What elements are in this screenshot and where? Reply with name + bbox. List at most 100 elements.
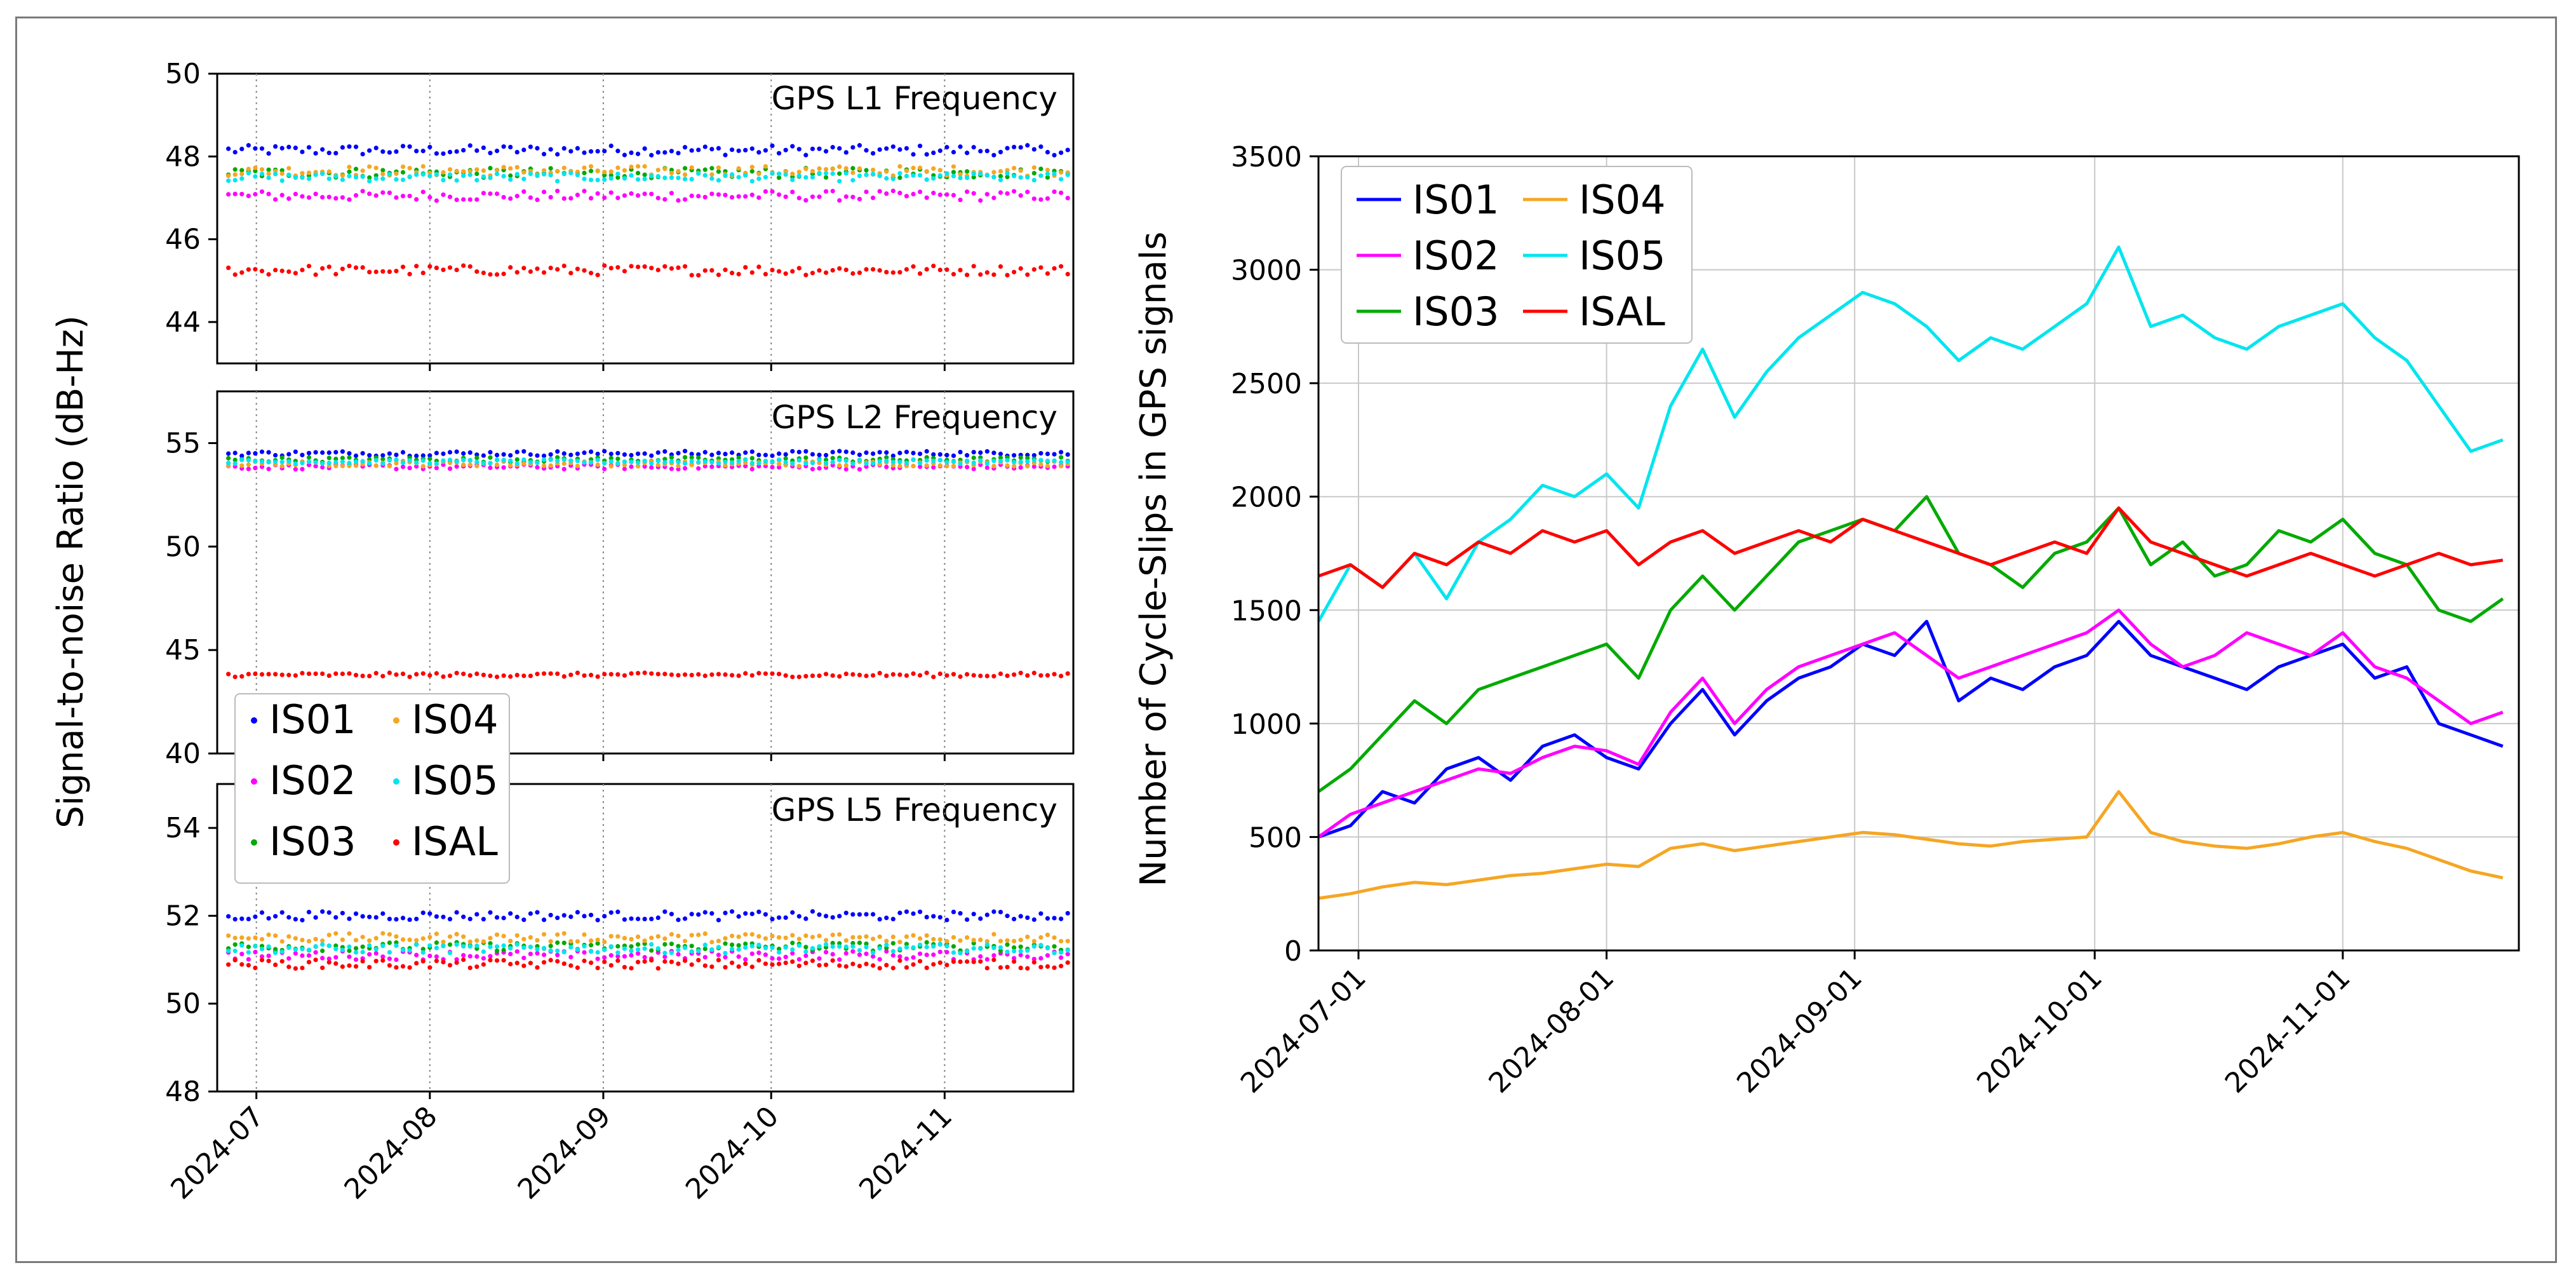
- snr-point-is01: [340, 145, 345, 150]
- snr-point-is03: [676, 943, 681, 949]
- snr-point-isal: [763, 271, 768, 277]
- snr-point-is04: [655, 934, 661, 939]
- cs-legend-label-is01: IS01: [1412, 177, 1499, 223]
- snr-point-is05: [629, 459, 634, 464]
- snr-point-is02: [481, 191, 486, 196]
- snr-point-isal: [790, 269, 795, 274]
- snr-point-is01: [582, 914, 587, 919]
- snr-point-isal: [461, 263, 466, 268]
- snr-point-isal: [911, 264, 916, 269]
- snr-point-is04: [837, 463, 842, 468]
- snr-point-is04: [300, 937, 305, 943]
- snr-point-isal: [259, 672, 265, 677]
- snr-point-is05: [796, 457, 802, 463]
- snr-point-is01: [595, 451, 600, 457]
- snr-point-is01: [944, 452, 949, 457]
- snr-point-is04: [521, 170, 527, 175]
- snr-point-isal: [441, 267, 446, 273]
- snr-point-is05: [696, 171, 701, 176]
- snr-point-isal: [561, 961, 567, 966]
- snr-point-is04: [843, 463, 849, 468]
- snr-point-is03: [508, 173, 513, 179]
- snr-point-is05: [548, 948, 553, 953]
- snr-point-is05: [320, 461, 325, 466]
- snr-point-is02: [971, 466, 976, 471]
- snr-point-is05: [911, 173, 916, 178]
- snr-point-is01: [622, 917, 627, 922]
- snr-point-is02: [958, 198, 963, 203]
- snr-point-isal: [266, 272, 271, 277]
- snr-point-is02: [461, 953, 466, 958]
- snr-point-isal: [1065, 671, 1070, 676]
- snr-point-is01: [1059, 450, 1064, 455]
- snr-point-isal: [823, 270, 829, 275]
- snr-point-isal: [306, 671, 312, 677]
- snr-point-isal: [1031, 960, 1036, 965]
- snr-point-is02: [266, 191, 271, 196]
- snr-point-is01: [676, 151, 681, 156]
- snr-point-is02: [508, 196, 513, 201]
- snr-point-is05: [286, 459, 292, 464]
- snr-point-is02: [602, 466, 607, 471]
- snr-point-is04: [743, 932, 748, 937]
- snr-point-is02: [702, 194, 708, 199]
- snr-point-isal: [407, 965, 412, 970]
- snr-point-is03: [555, 940, 560, 945]
- snr-point-is01: [434, 450, 439, 456]
- snr-point-is04: [1045, 932, 1050, 938]
- snr-point-isal: [971, 673, 976, 678]
- snr-point-is01: [830, 449, 835, 455]
- snr-point-is01: [978, 450, 983, 456]
- snr-point-is04: [1059, 464, 1064, 469]
- snr-point-is04: [373, 165, 379, 170]
- snr-point-is05: [911, 945, 916, 950]
- snr-point-isal: [353, 265, 359, 270]
- snr-point-is01: [494, 452, 500, 457]
- snr-point-isal: [340, 266, 345, 271]
- snr-point-is01: [890, 453, 896, 459]
- cs-plot-frame: [1317, 155, 2520, 952]
- snr-point-is01: [884, 450, 889, 455]
- snr-axis-title: Signal-to-noise Ratio (dB-Hz): [50, 315, 91, 828]
- snr-point-is03: [353, 946, 359, 951]
- snr-point-is04: [279, 171, 285, 176]
- snr-point-is05: [1059, 950, 1064, 955]
- snr-point-is05: [528, 944, 533, 950]
- snr-point-is01: [481, 145, 486, 151]
- snr-point-is01: [467, 450, 473, 455]
- snr-point-isal: [555, 671, 560, 677]
- snr-point-is05: [367, 179, 372, 184]
- snr-point-is04: [696, 932, 701, 938]
- snr-point-is05: [958, 950, 963, 956]
- snr-point-isal: [911, 671, 916, 676]
- snr-point-is02: [380, 190, 386, 195]
- snr-point-is01: [776, 151, 782, 156]
- snr-point-isal: [763, 961, 768, 966]
- snr-point-is01: [474, 148, 480, 153]
- snr-point-is05: [541, 457, 547, 463]
- snr-point-is01: [817, 146, 822, 151]
- snr-point-isal: [984, 673, 989, 679]
- snr-point-isal: [998, 264, 1003, 269]
- snr-point-is04: [320, 938, 325, 943]
- snr-point-is04: [548, 939, 553, 944]
- snr-point-is02: [1059, 190, 1064, 196]
- snr-point-isal: [293, 966, 298, 971]
- snr-point-isal: [965, 959, 970, 964]
- snr-point-is04: [823, 166, 829, 172]
- snr-point-isal: [400, 964, 406, 969]
- snr-point-is05: [622, 459, 627, 464]
- snr-point-is02: [501, 465, 506, 470]
- snr-point-is02: [978, 954, 983, 959]
- snr-point-is04: [474, 463, 480, 469]
- snr-point-is05: [279, 178, 285, 184]
- snr-point-isal: [246, 963, 251, 968]
- snr-point-is05: [776, 950, 782, 955]
- snr-point-is04: [736, 934, 741, 940]
- snr-point-is04: [776, 935, 782, 940]
- snr-point-is01: [615, 450, 621, 456]
- snr-point-is01: [998, 909, 1003, 915]
- snr-point-is01: [669, 149, 674, 154]
- snr-point-is01: [897, 450, 902, 456]
- snr-point-is03: [998, 455, 1003, 460]
